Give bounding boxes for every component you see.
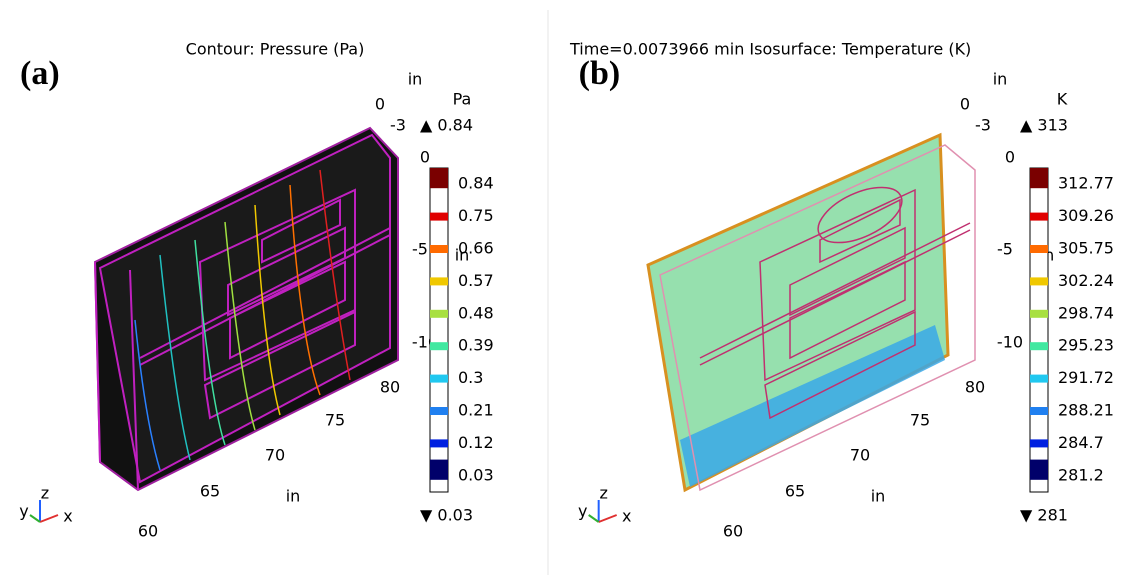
colorbar-unit: Pa	[453, 90, 472, 109]
colorbar-label: 281.2	[1058, 465, 1104, 484]
triad-label: z	[41, 484, 49, 503]
axis-label: 70	[850, 446, 870, 465]
axis-label: -5	[412, 240, 428, 259]
panel-title: Time=0.0073966 min Isosurface: Temperatu…	[569, 40, 971, 59]
colorbar-band	[1030, 460, 1048, 480]
colorbar-label: 302.24	[1058, 271, 1114, 290]
triad-label: z	[599, 484, 607, 503]
triad-label: x	[63, 507, 72, 526]
axis-label: 65	[200, 482, 220, 501]
axis-label: 60	[138, 522, 158, 541]
axis-label: -3	[975, 116, 991, 135]
colorbar-label: 0.66	[458, 239, 494, 258]
axis-label: 0	[420, 148, 430, 167]
colorbar-label: 0.12	[458, 433, 494, 452]
colorbar-band	[430, 310, 448, 318]
axis-label: 70	[265, 446, 285, 465]
axis-label: 0	[1005, 148, 1015, 167]
colorbar-band	[1030, 310, 1048, 318]
colorbar-band	[1030, 168, 1048, 188]
axis-label: 80	[965, 378, 985, 397]
triad-axis	[30, 515, 40, 522]
colorbar-band	[1030, 407, 1048, 415]
colorbar-label: 0.3	[458, 368, 483, 387]
colorbar-band	[430, 168, 448, 188]
axis-label: in	[871, 487, 886, 506]
colorbar-label: 0.39	[458, 336, 494, 355]
colorbar-label: 305.75	[1058, 239, 1114, 258]
colorbar-label: 312.77	[1058, 174, 1114, 193]
axis-label: -5	[997, 240, 1013, 259]
axis-label: 75	[910, 411, 930, 430]
axis-label: -3	[390, 116, 406, 135]
colorbar-band	[1030, 213, 1048, 221]
pressure-model	[95, 128, 398, 490]
axis-label: -10	[997, 333, 1023, 352]
colorbar-label: 0.03	[458, 465, 494, 484]
colorbar-min: ▼ 0.03	[420, 506, 473, 525]
panel-label: (b)	[579, 55, 621, 92]
colorbar-label: 0.84	[458, 174, 494, 193]
colorbar-band	[430, 245, 448, 253]
colorbar-band	[430, 375, 448, 383]
axis-label: 0	[960, 95, 970, 114]
colorbar-band	[430, 407, 448, 415]
colorbar-band	[1030, 245, 1048, 253]
colorbar-band	[430, 342, 448, 350]
figure: (a) Contour: Pressure (Pa) in 0 -3 0 -5 in -10 80…	[0, 0, 1140, 580]
temperature-model	[648, 135, 975, 490]
triad-label: x	[622, 507, 631, 526]
axis-label: 65	[785, 482, 805, 501]
colorbar-band	[430, 439, 448, 447]
colorbar-label: 298.74	[1058, 303, 1114, 322]
colorbar-band	[430, 277, 448, 285]
colorbar-band	[1030, 342, 1048, 350]
colorbar-max: ▲ 0.84	[420, 116, 473, 135]
triad-axis	[40, 515, 58, 522]
axis-label: in	[408, 70, 423, 89]
colorbar-label: 291.72	[1058, 368, 1114, 387]
axis-label: 75	[325, 411, 345, 430]
axis-label: 80	[380, 378, 400, 397]
triad-label: y	[578, 502, 587, 521]
colorbar-label: 288.21	[1058, 401, 1114, 420]
colorbar-max: ▲ 313	[1020, 116, 1068, 135]
colorbar-band	[430, 460, 448, 480]
triad-axis	[599, 515, 617, 522]
axis-label: in	[993, 70, 1008, 89]
colorbar-unit: K	[1057, 90, 1068, 109]
colorbar-label: 0.21	[458, 401, 494, 420]
colorbar-label: 0.75	[458, 206, 494, 225]
colorbar-band	[1030, 375, 1048, 383]
colorbar-band	[1030, 439, 1048, 447]
colorbar-label: 0.48	[458, 303, 494, 322]
axis-label: 0	[375, 95, 385, 114]
triad-axis	[589, 515, 599, 522]
colorbar-label: 295.23	[1058, 336, 1114, 355]
colorbar-band	[430, 213, 448, 221]
panel-title: Contour: Pressure (Pa)	[186, 40, 365, 59]
panel-label: (a)	[20, 55, 60, 92]
colorbar-band	[1030, 277, 1048, 285]
colorbar-label: 0.57	[458, 271, 494, 290]
triad-label: y	[19, 502, 28, 521]
axis-label: in	[286, 487, 301, 506]
colorbar-label: 309.26	[1058, 206, 1114, 225]
colorbar-min: ▼ 281	[1020, 506, 1068, 525]
colorbar-label: 284.7	[1058, 433, 1104, 452]
axis-label: 60	[723, 522, 743, 541]
